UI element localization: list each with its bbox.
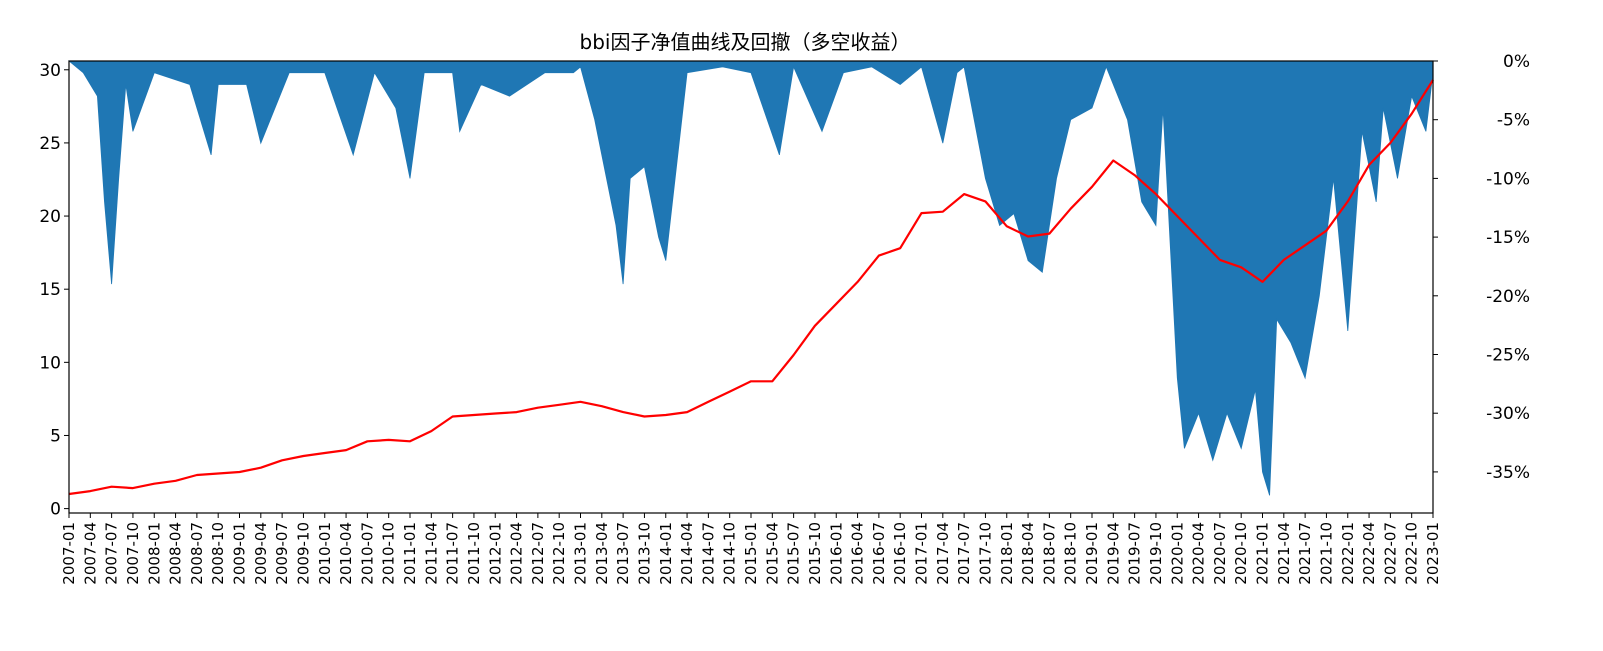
x-tick-label: 2018-10 — [1062, 522, 1080, 585]
y-left-tick-label: 30 — [39, 61, 61, 81]
x-tick-label: 2013-10 — [635, 522, 653, 585]
x-tick-label: 2019-01 — [1083, 522, 1101, 585]
x-tick-label: 2008-07 — [188, 522, 206, 585]
y-right-tick-label: -10% — [1486, 169, 1530, 189]
y-left-tick-label: 10 — [39, 353, 61, 373]
x-tick-label: 2016-01 — [827, 522, 845, 585]
x-tick-label: 2012-04 — [508, 522, 526, 585]
x-tick-label: 2017-04 — [934, 522, 952, 585]
y-right-tick-label: 0% — [1503, 52, 1530, 72]
nav-line-path — [68, 79, 1434, 496]
x-tick-label: 2011-10 — [465, 522, 483, 585]
x-tick-label: 2020-07 — [1211, 522, 1229, 585]
x-tick-label: 2020-04 — [1190, 522, 1208, 585]
y-right-tick-label: -30% — [1486, 404, 1530, 424]
x-tick-label: 2012-01 — [486, 522, 504, 585]
drawdown-area — [67, 60, 1434, 496]
x-tick-label: 2021-01 — [1254, 522, 1272, 585]
x-tick-label: 2007-10 — [124, 522, 142, 585]
x-tick-label: 2009-10 — [294, 522, 312, 585]
x-tick-label: 2007-04 — [81, 522, 99, 585]
x-tick-label: 2023-01 — [1424, 522, 1442, 585]
y-right-tick-label: -35% — [1486, 463, 1530, 483]
x-tick-label: 2010-10 — [380, 522, 398, 585]
x-tick-label: 2019-04 — [1104, 522, 1122, 585]
x-tick-label: 2014-01 — [657, 522, 675, 585]
x-tick-label: 2007-07 — [103, 522, 121, 585]
y-left-tick-label: 0 — [50, 500, 61, 520]
x-tick-label: 2011-07 — [444, 522, 462, 585]
x-tick-label: 2018-07 — [1040, 522, 1058, 585]
x-tick-label: 2014-04 — [678, 522, 696, 585]
y-right-tick-label: -5% — [1497, 111, 1530, 131]
x-tick-label: 2010-01 — [316, 522, 334, 585]
x-tick-label: 2011-01 — [401, 522, 419, 585]
x-tick-label: 2013-07 — [614, 522, 632, 585]
x-tick-label: 2008-04 — [167, 522, 185, 585]
chart-title: bbi因子净值曲线及回撤（多空收益） — [580, 30, 911, 54]
x-tick-label: 2022-07 — [1381, 522, 1399, 585]
x-tick-label: 2015-10 — [806, 522, 824, 585]
x-tick-label: 2016-10 — [891, 522, 909, 585]
x-tick-label: 2007-01 — [60, 522, 78, 585]
x-tick-label: 2021-07 — [1296, 522, 1314, 585]
y-axis-left: 0 5 10 15 20 25 30 — [39, 61, 69, 520]
x-tick-label: 2020-10 — [1232, 522, 1250, 585]
x-tick-label: 2008-01 — [145, 522, 163, 585]
x-tick-label: 2017-10 — [976, 522, 994, 585]
x-tick-label: 2022-04 — [1360, 522, 1378, 585]
y-left-tick-label: 20 — [39, 207, 61, 227]
x-tick-label: 2011-04 — [422, 522, 440, 585]
x-tick-label: 2014-10 — [721, 522, 739, 585]
y-axis-right: 0% -5% -10% -15% -20% -25% -30% -35% — [1433, 52, 1530, 483]
y-right-tick-label: -25% — [1486, 346, 1530, 366]
x-tick-label: 2016-04 — [849, 522, 867, 585]
x-tick-label: 2012-07 — [529, 522, 547, 585]
x-axis: 2007-01 2007-04 2007-07 2007-10 2008-01 2008-… — [60, 513, 1442, 585]
y-right-tick-label: -15% — [1486, 228, 1530, 248]
x-tick-label: 2015-04 — [763, 522, 781, 585]
x-tick-label: 2020-01 — [1168, 522, 1186, 585]
x-tick-label: 2016-07 — [870, 522, 888, 585]
x-tick-label: 2009-07 — [273, 522, 291, 585]
x-tick-label: 2021-10 — [1317, 522, 1335, 585]
y-left-tick-label: 15 — [39, 280, 61, 300]
x-tick-label: 2012-10 — [550, 522, 568, 585]
drawdown-area-path — [67, 60, 1434, 496]
x-tick-label: 2009-01 — [231, 522, 249, 585]
y-left-tick-label: 25 — [39, 134, 61, 154]
x-tick-label: 2019-07 — [1126, 522, 1144, 585]
x-tick-label: 2022-01 — [1339, 522, 1357, 585]
x-tick-label: 2022-10 — [1403, 522, 1421, 585]
x-tick-label: 2018-04 — [1019, 522, 1037, 585]
x-tick-label: 2015-01 — [742, 522, 760, 585]
x-tick-label: 2017-07 — [955, 522, 973, 585]
y-left-tick-label: 5 — [50, 426, 61, 446]
x-tick-label: 2015-07 — [785, 522, 803, 585]
nav-line — [68, 79, 1434, 496]
x-tick-label: 2013-01 — [572, 522, 590, 585]
x-tick-label: 2021-04 — [1275, 522, 1293, 585]
x-tick-label: 2008-10 — [209, 522, 227, 585]
x-tick-label: 2019-10 — [1147, 522, 1165, 585]
x-tick-label: 2018-01 — [998, 522, 1016, 585]
x-tick-label: 2014-07 — [699, 522, 717, 585]
x-tick-label: 2010-04 — [337, 522, 355, 585]
y-right-tick-label: -20% — [1486, 287, 1530, 307]
x-tick-label: 2010-07 — [358, 522, 376, 585]
x-tick-label: 2009-04 — [252, 522, 270, 585]
x-tick-label: 2013-04 — [593, 522, 611, 585]
x-tick-label: 2017-01 — [913, 522, 931, 585]
